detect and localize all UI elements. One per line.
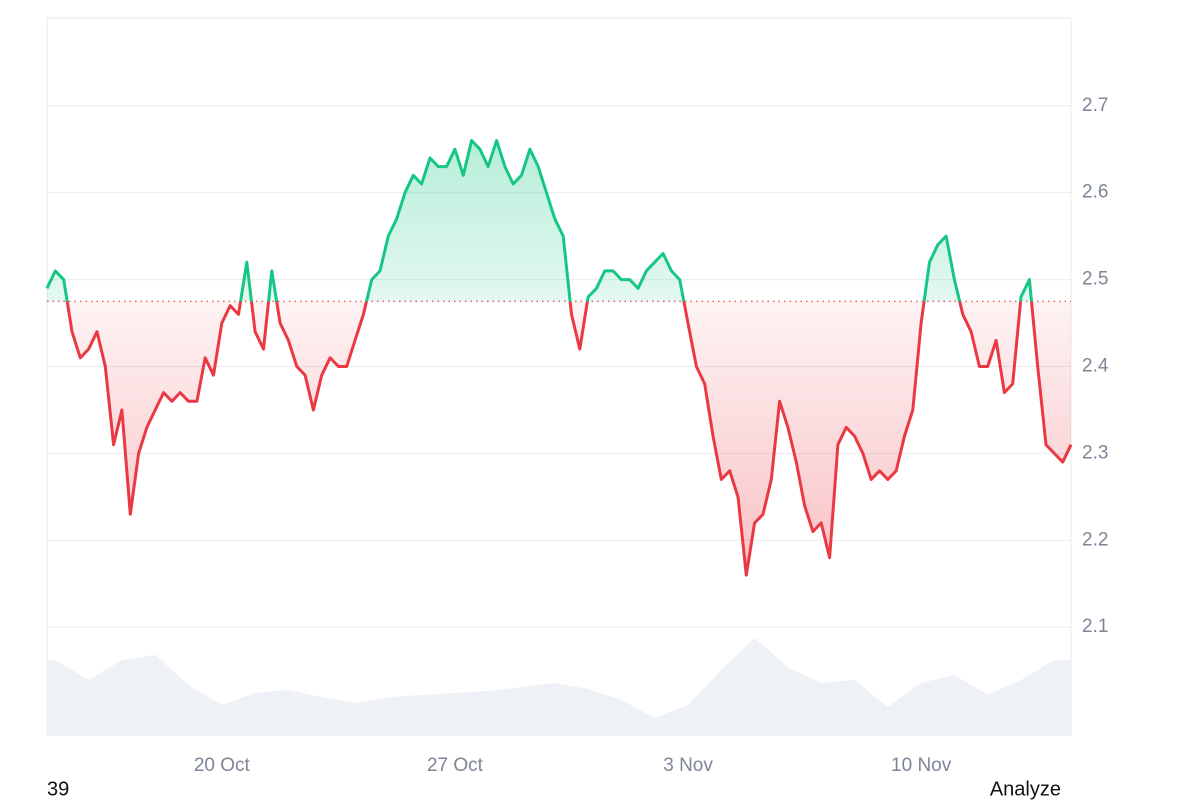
analyze-button[interactable]: Analyze <box>990 778 1061 800</box>
x-tick-label: 3 Nov <box>663 755 713 776</box>
y-tick-label: 2.4 <box>1082 356 1109 377</box>
y-tick-label: 2.7 <box>1082 95 1108 116</box>
y-tick-label: 2.2 <box>1082 529 1108 550</box>
price-line <box>45 139 1073 577</box>
y-tick-label: 2.3 <box>1082 442 1108 463</box>
y-tick-label: 2.1 <box>1082 616 1108 637</box>
footer-count: 39 <box>47 778 69 800</box>
x-tick-label: 10 Nov <box>891 755 952 776</box>
x-tick-label: 20 Oct <box>194 755 251 776</box>
y-tick-label: 2.6 <box>1082 182 1108 203</box>
x-tick-label: 27 Oct <box>427 755 484 776</box>
volume-area <box>47 638 1071 735</box>
y-tick-label: 2.5 <box>1082 269 1108 290</box>
price-area <box>47 140 1071 576</box>
